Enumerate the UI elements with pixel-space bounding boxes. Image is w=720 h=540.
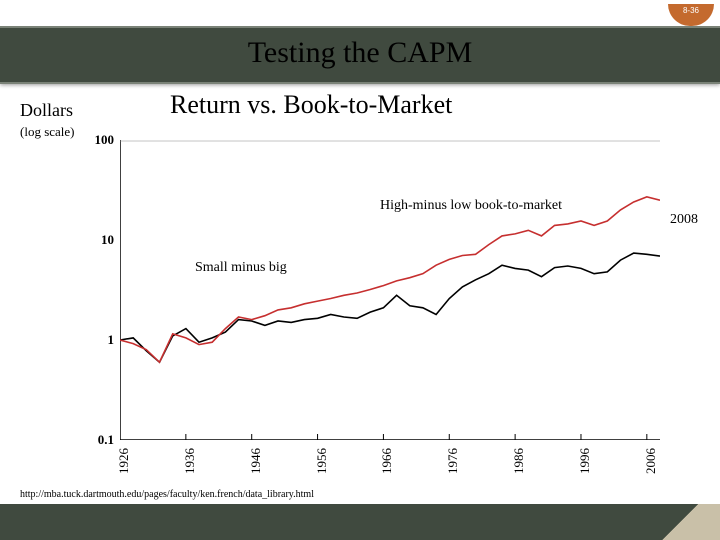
x-tick: 1936 [182, 448, 198, 474]
x-tick: 1996 [577, 448, 593, 474]
y-axis-label: Dollars [20, 100, 73, 121]
header-line-top [0, 26, 720, 28]
y-tick: 10 [64, 232, 114, 248]
header-line-bottom [0, 82, 720, 84]
corner-fold [660, 504, 720, 540]
x-tick: 1956 [314, 448, 330, 474]
footer-bar [0, 504, 720, 540]
x-tick: 2006 [643, 448, 659, 474]
page-number-badge: 8-36 [668, 4, 714, 26]
x-tick: 1926 [116, 448, 132, 474]
y-tick: 0.1 [64, 432, 114, 448]
x-tick: 1966 [379, 448, 395, 474]
x-tick: 1976 [445, 448, 461, 474]
annotation-year: 2008 [670, 212, 698, 228]
source-url: http://mba.tuck.dartmouth.edu/pages/facu… [20, 489, 314, 500]
x-tick: 1946 [248, 448, 264, 474]
slide: { "page_number": "8-36", "title": "Testi… [0, 0, 720, 540]
line-chart [120, 140, 660, 440]
slide-title: Testing the CAPM [0, 36, 720, 70]
chart-title: Return vs. Book-to-Market [170, 90, 452, 120]
y-tick: 100 [64, 132, 114, 148]
x-tick: 1986 [511, 448, 527, 474]
y-tick: 1 [64, 332, 114, 348]
